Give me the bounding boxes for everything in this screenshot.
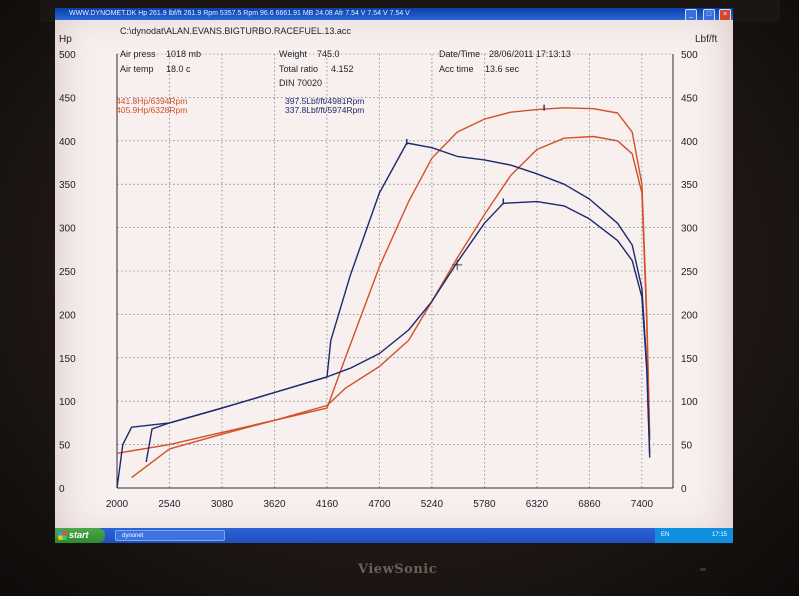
air-temp-label: Air temp [120,64,154,74]
x-tick-label: 3620 [263,499,286,510]
y-tick-label-left: 450 [59,93,76,104]
start-label: start [69,530,89,540]
x-tick-label: 5780 [473,499,496,510]
total-ratio-value: 4.152 [331,64,354,74]
x-tick-label: 3080 [211,499,234,510]
date-time-label: Date/Time [439,49,480,59]
screen: WWW.DYNOMET.DK Hp 261.9 lbf/ft 261.9 Rpm… [55,8,733,543]
x-tick-label: 4700 [368,499,391,510]
start-button[interactable]: start [55,528,105,543]
taskbar: start dynonet EN 17:15 [55,528,733,543]
taskbar-item-dynonet[interactable]: dynonet [115,530,225,541]
torque-readout-run2: 337.8Lbf/ft/5974Rpm [285,105,364,115]
chart-series [116,107,651,489]
window-title: WWW.DYNOMET.DK Hp 261.9 lbf/ft 261.9 Rpm… [69,10,410,17]
y-tick-label-left: 350 [59,180,76,191]
air-press-value: 1018 mb [166,49,201,59]
tray-clock: 17:15 [711,532,727,538]
x-tick-label: 7400 [631,499,654,510]
close-button[interactable]: × [719,9,731,20]
y-tick-label-right: 50 [681,441,693,452]
torque-readout-run1: 397.5Lbf/ft/4981Rpm [285,96,364,106]
monitor-brand-logo: ViewSonic [358,562,438,577]
x-tick-label: 4160 [316,499,339,510]
x-tick-label: 2000 [106,499,129,510]
hp-curve-2 [131,135,651,479]
y-tick-label-left: 300 [59,224,76,235]
y-tick-label-left: 400 [59,137,76,148]
air-temp-value: 18.0 c [166,64,191,74]
y-tick-label-left: 0 [59,484,65,495]
language-indicator[interactable]: EN [661,532,670,538]
y-tick-label-right: 450 [681,93,698,104]
x-tick-label: 6320 [526,499,549,510]
left-axis-label: Hp [59,34,72,45]
x-tick-label: 5240 [421,499,444,510]
date-time-value: 28/06/2011 17:13:13 [489,49,571,59]
y-tick-label-left: 100 [59,397,76,408]
taskbar-item-label: dynonet [122,533,144,539]
y-tick-label-left: 50 [59,441,71,452]
din-label: DIN 70020 [279,78,322,88]
y-tick-label-right: 250 [681,267,698,278]
power-led [700,568,706,571]
y-tick-label-left: 200 [59,310,76,321]
dyno-chart: 0 0 50 50 100 100 150 150 200 200 250 250 300 300 350 3… [59,26,717,510]
y-tick-label-right: 400 [681,137,698,148]
y-tick-label-right: 500 [681,50,698,61]
torque-curve-3 [116,142,651,489]
y-tick-label-right: 300 [681,224,698,235]
y-tick-label-right: 150 [681,354,698,365]
weight-label: Weight [279,49,307,59]
chart-markers [406,104,545,270]
y-tick-label-right: 350 [681,180,698,191]
y-tick-label-right: 200 [681,310,698,321]
x-tick-label: 2540 [158,499,181,510]
chart-grid [117,53,673,488]
y-tick-label-left: 250 [59,267,76,278]
hp-readout-run2: 405.9Hp/6328Rpm [116,105,187,115]
y-tick-label-right: 100 [681,397,698,408]
window-titlebar[interactable]: WWW.DYNOMET.DK Hp 261.9 lbf/ft 261.9 Rpm… [55,8,733,20]
acc-time-label: Acc time [439,64,474,74]
file-path: C:\dynodat\ALAN.EVANS.BIGTURBO.RACEFUEL.… [120,26,351,36]
air-press-label: Air press [120,49,156,59]
windows-logo-icon [58,531,67,540]
y-tick-label-right: 0 [681,484,687,495]
acc-time-value: 13.6 sec [485,64,520,74]
weight-value: 745.0 [317,49,340,59]
hp-readout-run1: 441.8Hp/6394Rpm [116,96,187,106]
y-tick-label-left: 150 [59,354,76,365]
chart-axes: 0 0 50 50 100 100 150 150 200 200 250 250 300 300 350 3… [59,50,698,510]
right-axis-label: Lbf/ft [695,34,717,45]
minimize-button[interactable]: _ [685,9,697,20]
total-ratio-label: Total ratio [279,64,318,74]
system-tray: EN 17:15 [655,528,733,543]
y-tick-label-left: 500 [59,50,76,61]
x-tick-label: 6860 [578,499,601,510]
maximize-button[interactable]: □ [703,9,715,20]
